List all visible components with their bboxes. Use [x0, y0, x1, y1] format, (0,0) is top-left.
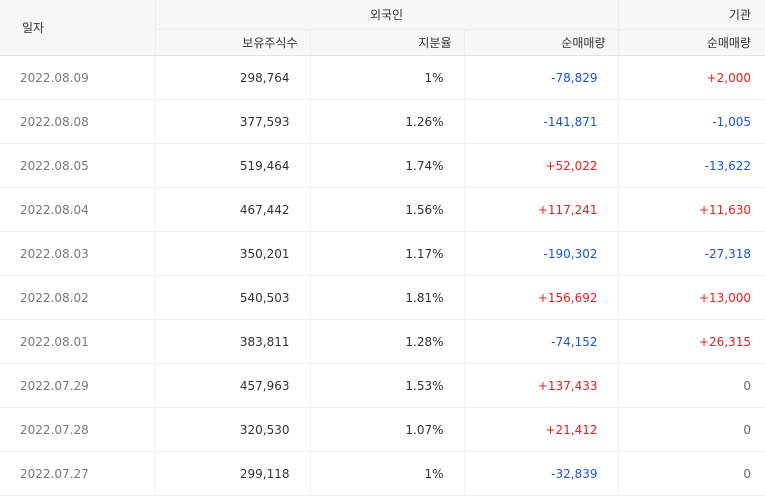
table-row: 2022.08.05 519,464 1.74% +52,022 -13,622 — [0, 143, 765, 188]
institution-net-cell: 0 — [618, 451, 765, 496]
foreign-net-cell: -78,829 — [464, 55, 619, 100]
holdings-cell: 383,811 — [155, 319, 311, 364]
date-cell: 2022.08.01 — [0, 319, 156, 364]
holdings-cell: 519,464 — [155, 143, 311, 188]
date-cell: 2022.08.03 — [0, 231, 156, 276]
table-header: 일자 외국인 기관 보유주식수 지분율 순매매량 순매매량 — [0, 0, 765, 56]
holdings-cell: 467,442 — [155, 187, 311, 232]
foreign-net-column-header: 순매매량 — [464, 29, 619, 56]
holdings-cell: 377,593 — [155, 99, 311, 144]
institution-net-column-header: 순매매량 — [618, 29, 765, 56]
share-cell: 1.81% — [310, 275, 465, 320]
share-cell: 1.74% — [310, 143, 465, 188]
foreign-net-cell: -74,152 — [464, 319, 619, 364]
share-cell: 1.28% — [310, 319, 465, 364]
holdings-cell: 540,503 — [155, 275, 311, 320]
date-cell: 2022.07.27 — [0, 451, 156, 496]
holdings-column-header: 보유주식수 — [155, 29, 311, 56]
table-row: 2022.07.29 457,963 1.53% +137,433 0 — [0, 363, 765, 408]
table-row: 2022.08.09 298,764 1% -78,829 +2,000 — [0, 55, 765, 100]
date-cell: 2022.08.05 — [0, 143, 156, 188]
table-row: 2022.07.28 320,530 1.07% +21,412 0 — [0, 407, 765, 452]
date-cell: 2022.08.09 — [0, 55, 156, 100]
foreign-net-cell: +156,692 — [464, 275, 619, 320]
share-cell: 1% — [310, 55, 465, 100]
foreign-net-cell: -32,839 — [464, 451, 619, 496]
share-cell: 1.07% — [310, 407, 465, 452]
holdings-cell: 457,963 — [155, 363, 311, 408]
foreign-net-cell: +137,433 — [464, 363, 619, 408]
date-cell: 2022.08.04 — [0, 187, 156, 232]
share-cell: 1.53% — [310, 363, 465, 408]
date-cell: 2022.08.08 — [0, 99, 156, 144]
institution-net-cell: +11,630 — [618, 187, 765, 232]
date-cell: 2022.08.02 — [0, 275, 156, 320]
share-cell: 1.56% — [310, 187, 465, 232]
table-row: 2022.08.01 383,811 1.28% -74,152 +26,315 — [0, 319, 765, 364]
institution-net-cell: +26,315 — [618, 319, 765, 364]
institution-net-cell: +13,000 — [618, 275, 765, 320]
institution-net-cell: 0 — [618, 407, 765, 452]
table-row: 2022.08.03 350,201 1.17% -190,302 -27,318 — [0, 231, 765, 276]
date-cell: 2022.07.28 — [0, 407, 156, 452]
share-cell: 1.26% — [310, 99, 465, 144]
institution-group-header: 기관 — [618, 0, 765, 30]
holdings-cell: 299,118 — [155, 451, 311, 496]
foreign-net-cell: +117,241 — [464, 187, 619, 232]
foreign-net-cell: +21,412 — [464, 407, 619, 452]
institution-net-cell: -13,622 — [618, 143, 765, 188]
institution-net-cell: +2,000 — [618, 55, 765, 100]
table-row: 2022.08.04 467,442 1.56% +117,241 +11,630 — [0, 187, 765, 232]
table-row: 2022.08.02 540,503 1.81% +156,692 +13,000 — [0, 275, 765, 320]
holdings-cell: 350,201 — [155, 231, 311, 276]
share-cell: 1.17% — [310, 231, 465, 276]
date-cell: 2022.07.29 — [0, 363, 156, 408]
foreign-net-cell: -190,302 — [464, 231, 619, 276]
table-row: 2022.07.27 299,118 1% -32,839 0 — [0, 451, 765, 496]
holdings-cell: 320,530 — [155, 407, 311, 452]
foreign-net-cell: +52,022 — [464, 143, 619, 188]
foreign-group-header: 외국인 — [155, 0, 619, 30]
date-column-header: 일자 — [0, 0, 156, 56]
institution-net-cell: -1,005 — [618, 99, 765, 144]
table-body: 2022.08.09 298,764 1% -78,829 +2,000 2022.08.… — [0, 55, 765, 496]
table-row: 2022.08.08 377,593 1.26% -141,871 -1,005 — [0, 99, 765, 144]
institution-net-cell: 0 — [618, 363, 765, 408]
share-column-header: 지분율 — [310, 29, 465, 56]
share-cell: 1% — [310, 451, 465, 496]
foreign-net-cell: -141,871 — [464, 99, 619, 144]
holdings-cell: 298,764 — [155, 55, 311, 100]
institution-net-cell: -27,318 — [618, 231, 765, 276]
